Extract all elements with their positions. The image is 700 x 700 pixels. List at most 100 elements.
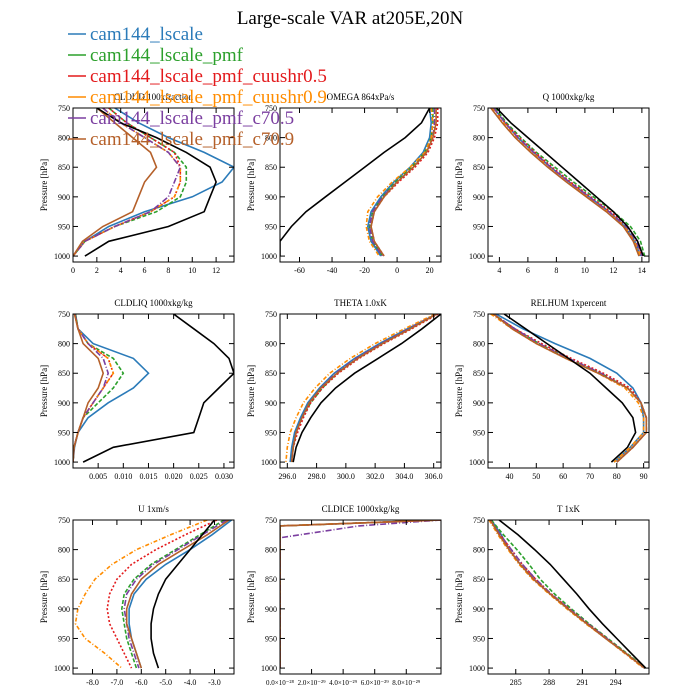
x-tick-label: 4 <box>119 266 123 275</box>
panel-2: 4 6 8 10 12 14 750 800 850 900 950 1000 Q 1000xkg/kg… <box>454 92 650 275</box>
series-line-cam144-lscale <box>280 520 441 669</box>
plot-frame <box>487 107 650 263</box>
series-line-cam144-lscale-pmf-c70-5 <box>489 520 646 669</box>
y-tick-label: 950 <box>473 634 485 643</box>
x-tick-label: 285 <box>510 678 522 687</box>
series-line-cam144-lscale-pmf-cuushr0-5 <box>370 108 439 257</box>
y-tick-label: 750 <box>58 310 70 319</box>
series-group <box>490 314 648 463</box>
series-line-cam144-lscale <box>495 314 645 463</box>
y-tick-label: 900 <box>265 399 277 408</box>
y-tick-label: 850 <box>58 575 70 584</box>
series-line-cam144-lscale-pmf-c70-9 <box>290 314 437 463</box>
series-group <box>280 108 439 257</box>
x-tick-label: 0 <box>395 266 399 275</box>
x-tick-label: 6 <box>526 266 530 275</box>
x-tick-label: 296.0 <box>278 472 296 481</box>
series-line-cam144-lscale-pmf-cuushr0-5 <box>73 314 115 463</box>
x-tick-label: 0.025 <box>190 472 208 481</box>
legend-item: cam144_lscale_pmf_cuushr0.9 <box>90 87 327 108</box>
series-line-cam144-lscale-pmf-cuushr0-9 <box>490 314 645 463</box>
series-group <box>285 314 441 463</box>
y-axis-label: Pressure [hPa] <box>39 571 49 623</box>
series-line-obs <box>498 520 647 669</box>
series-line-cam144-lscale <box>128 520 233 669</box>
y-tick-label: 1000 <box>469 458 485 467</box>
y-tick-label: 1000 <box>54 664 70 673</box>
x-tick-label: 306.0 <box>425 472 443 481</box>
y-tick-label: 850 <box>58 369 70 378</box>
y-tick-label: 850 <box>265 369 277 378</box>
series-line-cam144-lscale-pmf-cuushr0-9 <box>365 108 434 257</box>
series-line-cam144-lscale-pmf-c70-5 <box>493 108 643 257</box>
series-line-cam144-lscale-pmf-c70-9 <box>489 520 646 669</box>
series-line-obs <box>292 314 441 463</box>
y-tick-label: 800 <box>265 340 277 349</box>
series-line-cam144-lscale-pmf-cuushr0-9 <box>280 520 441 669</box>
series-line-cam144-lscale-pmf-cuushr0-9 <box>74 520 208 669</box>
y-tick-label: 900 <box>473 399 485 408</box>
x-tick-label: 8.0×10⁻²⁹ <box>392 679 420 687</box>
y-axis-label: Pressure [hPa] <box>454 571 464 623</box>
y-axis-label: Pressure [hPa] <box>39 365 49 417</box>
panel-title: RELHUM 1xpercent <box>531 298 607 308</box>
panel-4: 296.0 298.0 300.0 302.0 304.0 306.0 750 800 850 9… <box>246 298 443 481</box>
x-tick-label: 0.015 <box>139 472 157 481</box>
x-tick-label: 50 <box>532 472 540 481</box>
series-line-cam144-lscale-pmf-c70-5 <box>368 108 436 257</box>
series-line-cam144-lscale-pmf <box>494 108 646 257</box>
y-tick-label: 750 <box>58 104 70 113</box>
panel-title: Q 1000xkg/kg <box>543 92 595 102</box>
y-tick-label: 800 <box>58 546 70 555</box>
y-tick-label: 800 <box>58 134 70 143</box>
y-tick-label: 900 <box>473 193 485 202</box>
figure-title: Large-scale VAR at205E,20N <box>237 8 464 29</box>
y-tick-label: 1000 <box>54 458 70 467</box>
y-tick-label: 1000 <box>469 664 485 673</box>
x-tick-label: 302.0 <box>366 472 384 481</box>
series-line-cam144-lscale-pmf-c70-9 <box>73 314 105 463</box>
panel-5: 40 50 60 70 80 90 750 800 850 900 950 1000 RELHUM 1x… <box>454 298 650 481</box>
y-tick-label: 800 <box>473 546 485 555</box>
panel-3: 0.005 0.010 0.015 0.020 0.025 0.030 750 800 850 9… <box>39 298 235 481</box>
legend-item: cam144_lscale_pmf_c70.5 <box>90 108 294 129</box>
series-line-cam144-lscale-pmf <box>492 314 648 463</box>
series-group <box>280 520 441 669</box>
series-line-obs <box>280 108 431 257</box>
y-tick-label: 750 <box>473 516 485 525</box>
panel-1: -60 -40 -20 0 20 750 800 850 900 950 1000 OMEGA 864… <box>246 92 442 275</box>
series-line-cam144-lscale-pmf-c70-5 <box>492 314 648 463</box>
y-tick-label: 1000 <box>261 664 277 673</box>
x-tick-label: 288 <box>543 678 555 687</box>
x-tick-label: -20 <box>359 266 370 275</box>
y-tick-label: 1000 <box>261 458 277 467</box>
y-axis-label: Pressure [hPa] <box>246 365 256 417</box>
series-line-cam144-lscale-pmf-cuushr0-5 <box>290 314 439 463</box>
x-tick-label: 294 <box>610 678 622 687</box>
y-tick-label: 1000 <box>261 252 277 261</box>
x-tick-label: 2.0×10⁻²⁹ <box>298 679 326 687</box>
y-axis-label: Pressure [hPa] <box>246 159 256 211</box>
y-tick-label: 750 <box>58 516 70 525</box>
series-line-obs <box>503 314 637 463</box>
series-line-cam144-lscale-pmf-cuushr0-5 <box>489 520 646 669</box>
panel-title: THETA 1.0xK <box>334 298 387 308</box>
y-tick-label: 950 <box>473 428 485 437</box>
x-tick-label: -8.0 <box>86 678 99 687</box>
x-tick-label: -40 <box>327 266 338 275</box>
series-line-cam144-lscale-pmf <box>490 520 647 669</box>
y-tick-label: 800 <box>473 134 485 143</box>
series-line-cam144-lscale-pmf <box>368 108 434 257</box>
plot-frame <box>487 313 650 469</box>
series-line-cam144-lscale <box>73 314 150 463</box>
panel-7: 0.0×10⁻²⁸ 2.0×10⁻²⁹ 4.0×10⁻²⁹ 6.0×10⁻²⁹ 8.0×… <box>246 504 442 687</box>
x-tick-label: 0.0×10⁻²⁸ <box>266 679 294 687</box>
x-tick-label: 10 <box>581 266 589 275</box>
x-tick-label: -7.0 <box>111 678 124 687</box>
x-tick-label: 12 <box>609 266 617 275</box>
series-group <box>74 520 233 669</box>
y-tick-label: 950 <box>58 222 70 231</box>
plot-frame <box>487 519 650 675</box>
